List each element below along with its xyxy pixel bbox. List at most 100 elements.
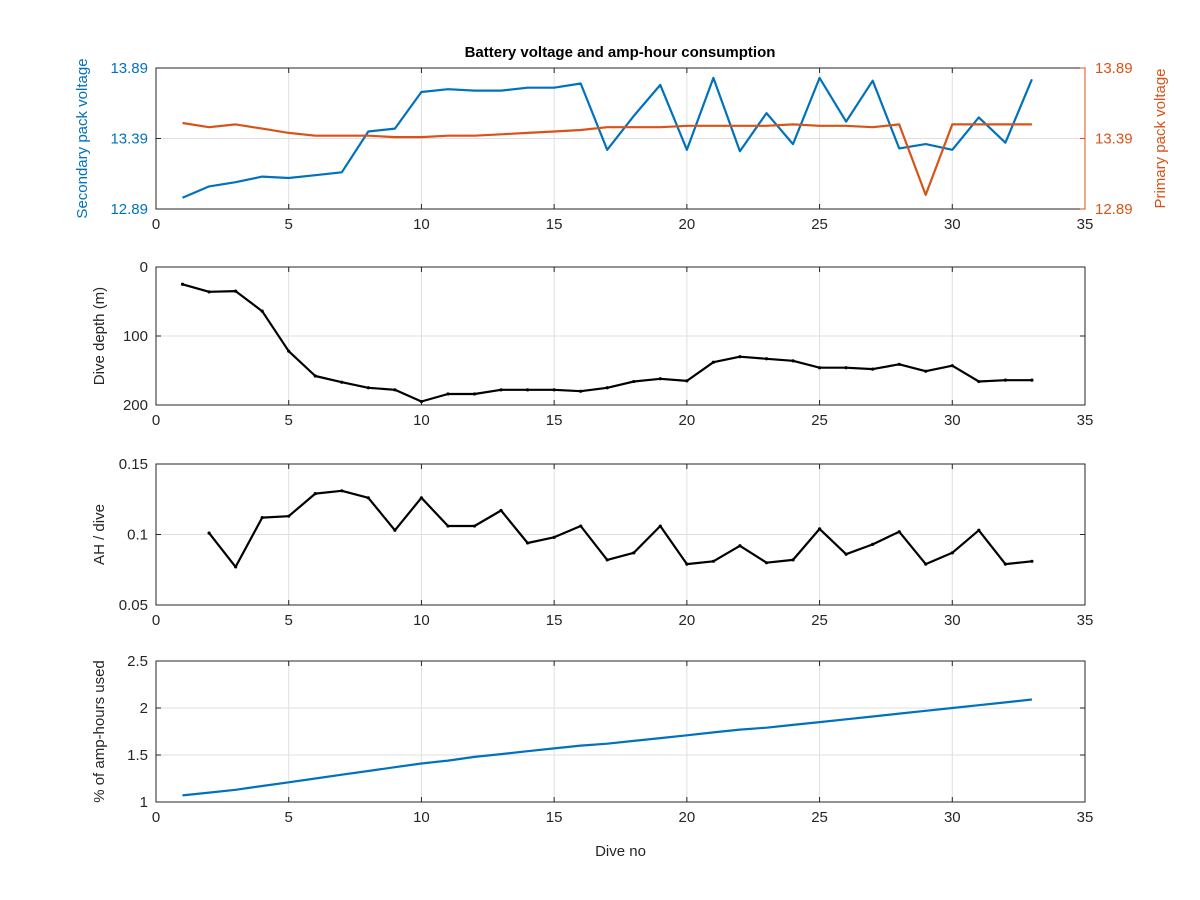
x-tick-label: 0 — [152, 216, 160, 233]
y-tick-label: 2 — [140, 700, 148, 717]
data-point — [658, 377, 662, 381]
x-tick-label: 30 — [944, 809, 961, 826]
data-point — [579, 524, 583, 528]
series-line-1 — [208, 489, 1033, 569]
y-right-tick-label: 12.89 — [1095, 201, 1133, 218]
data-point — [844, 552, 848, 556]
y-axis-label: AH / dive — [91, 504, 108, 565]
data-point — [393, 388, 397, 392]
x-tick-label: 10 — [413, 612, 430, 629]
x-tick-label: 0 — [152, 612, 160, 629]
data-point — [1003, 378, 1007, 382]
data-point — [897, 530, 901, 534]
data-point — [950, 364, 954, 368]
data-point — [977, 379, 981, 384]
x-tick-label: 10 — [413, 809, 430, 826]
x-tick-label: 25 — [811, 412, 828, 429]
data-point — [446, 524, 450, 528]
x-axis-label: Dive no — [595, 843, 646, 860]
y-tick-label: 0.05 — [119, 597, 148, 614]
x-tick-label: 15 — [546, 412, 563, 429]
x-tick-label: 30 — [944, 612, 961, 629]
data-point — [340, 380, 344, 384]
data-point — [632, 551, 636, 555]
data-point — [234, 289, 238, 293]
x-tick-label: 35 — [1077, 412, 1094, 429]
data-point — [1003, 562, 1007, 566]
y-tick-label: 0.1 — [127, 527, 148, 544]
data-point — [871, 367, 875, 371]
y-tick-label: 12.89 — [110, 201, 148, 218]
x-tick-label: 20 — [679, 216, 696, 233]
x-tick-label: 10 — [413, 412, 430, 429]
data-point — [658, 524, 662, 528]
x-tick-label: 15 — [546, 612, 563, 629]
y-right-tick-label: 13.89 — [1095, 60, 1133, 77]
x-tick-label: 30 — [944, 412, 961, 429]
x-tick-label: 5 — [285, 412, 293, 429]
y-right-tick-label: 13.39 — [1095, 131, 1133, 148]
x-tick-label: 15 — [546, 809, 563, 826]
data-point — [366, 386, 370, 390]
data-point — [393, 528, 397, 532]
data-point — [817, 366, 822, 370]
data-point — [552, 535, 556, 539]
y-tick-label: 100 — [123, 328, 148, 345]
data-point — [977, 528, 981, 532]
x-tick-label: 25 — [811, 809, 828, 826]
data-point — [924, 562, 928, 566]
data-point — [340, 489, 344, 493]
data-point — [791, 558, 795, 562]
data-point — [817, 527, 822, 531]
y-tick-label: 1 — [140, 794, 148, 811]
data-point — [526, 541, 530, 545]
y-tick-label: 0 — [140, 259, 148, 276]
data-point — [499, 388, 503, 392]
data-point — [711, 360, 716, 364]
x-tick-label: 35 — [1077, 216, 1094, 233]
x-tick-label: 5 — [285, 216, 293, 233]
data-point — [897, 362, 901, 366]
x-tick-label: 20 — [679, 612, 696, 629]
series-line-1 — [182, 698, 1033, 797]
y-tick-label: 13.89 — [110, 60, 148, 77]
data-point — [738, 355, 742, 359]
y-axis-label: Secondary pack voltage — [74, 58, 91, 218]
data-point — [605, 386, 609, 390]
data-point — [764, 561, 769, 565]
data-point — [499, 508, 503, 513]
axes-frame — [155, 660, 1086, 803]
x-tick-label: 5 — [285, 612, 293, 629]
data-point — [260, 309, 264, 313]
x-tick-label: 35 — [1077, 809, 1094, 826]
x-tick-label: 0 — [152, 809, 160, 826]
data-point — [313, 374, 317, 378]
data-point — [844, 366, 848, 370]
y-axis-label: % of amp-hours used — [91, 660, 108, 803]
data-point — [207, 290, 211, 294]
data-point — [419, 496, 424, 500]
data-point — [180, 282, 185, 286]
data-point — [632, 379, 636, 384]
x-tick-label: 0 — [152, 412, 160, 429]
data-point — [552, 388, 556, 392]
y-tick-label: 200 — [123, 397, 148, 414]
plots: 0 5 10 15 20 25 30 3512.8913.3913.8912.8913.391… — [74, 58, 1169, 860]
subplot-4: 0 5 10 15 20 25 30 35 1 1.5 2 2.5 % of amp-hours use… — [91, 653, 1093, 860]
data-point — [419, 399, 424, 404]
figure-title: Battery voltage and amp-hour consumption — [465, 44, 776, 61]
data-point — [234, 565, 238, 569]
data-point — [446, 392, 450, 396]
data-point — [313, 492, 317, 496]
y-axis-label: Dive depth (m) — [91, 287, 108, 385]
x-tick-label: 15 — [546, 216, 563, 233]
x-tick-label: 20 — [679, 809, 696, 826]
x-tick-label: 10 — [413, 216, 430, 233]
x-tick-label: 35 — [1077, 612, 1094, 629]
axes-frame — [155, 463, 1086, 606]
x-tick-label: 30 — [944, 216, 961, 233]
data-point — [1030, 378, 1034, 382]
subplot-3: 0 5 10 15 20 25 30 35 0.05 0.1 0.15 AH / dive — [91, 456, 1093, 629]
subplot-2: 0 5 10 15 20 25 30 35 0 100 200 Dive depth (m) — [91, 259, 1093, 429]
